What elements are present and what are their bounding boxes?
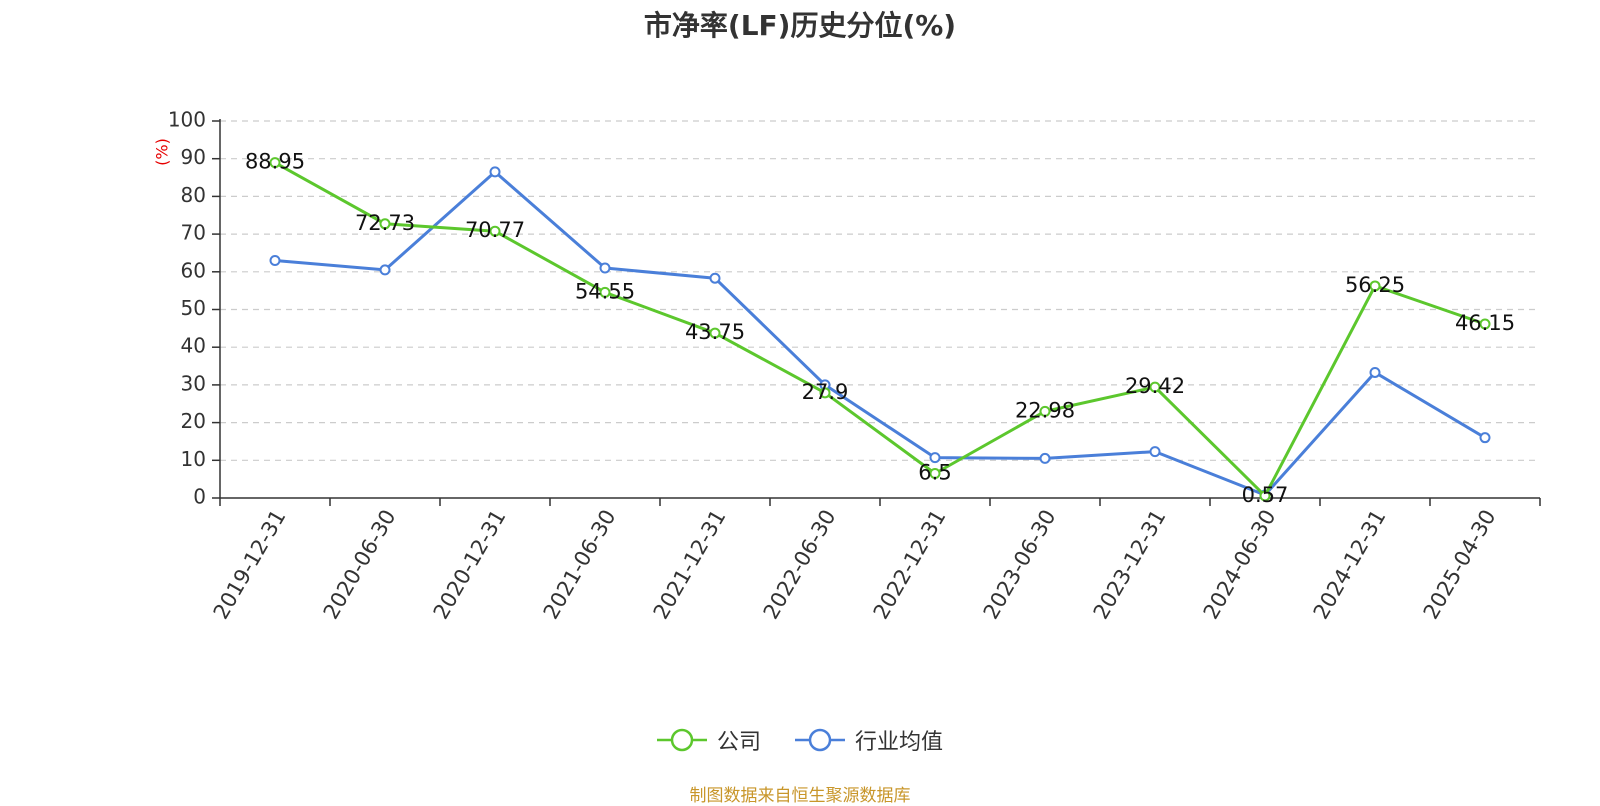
data-label: 27.9: [802, 380, 849, 404]
x-tick-label: 2023-12-31: [1089, 506, 1171, 624]
data-point: [269, 254, 281, 266]
data-point: [489, 225, 501, 237]
data-label: 54.55: [575, 279, 635, 303]
legend-label: 公司: [716, 730, 761, 755]
y-tick-label: 90: [181, 145, 206, 169]
series-line-行业均值: [274, 170, 1486, 497]
legend-item[interactable]: 公司: [656, 724, 761, 756]
legend-label: 行业均值: [855, 730, 944, 755]
data-point: [489, 166, 501, 178]
data-point: [819, 387, 831, 399]
data-label: 56.25: [1345, 273, 1405, 297]
data-label-layer: 88.95 72.73 70.77 54.55 43.75 27.9 6.5 22.98 29.…: [245, 150, 1515, 507]
data-label: 0.57: [1242, 483, 1289, 507]
legend-marker-icon: [795, 728, 845, 752]
y-tick-label: 20: [181, 409, 206, 433]
data-label: 29.42: [1125, 374, 1185, 398]
y-tick-label: 40: [181, 334, 206, 358]
data-point: [269, 157, 281, 169]
data-point: [709, 272, 721, 284]
data-label: 88.95: [245, 150, 305, 174]
x-tick-label: 2023-06-30: [979, 506, 1061, 624]
data-point: [1479, 318, 1491, 330]
data-point: [1039, 452, 1051, 464]
y-tick-label: 70: [181, 221, 206, 245]
data-point: [1369, 366, 1381, 378]
y-tick-label: 100: [168, 108, 206, 132]
data-point: [599, 262, 611, 274]
data-label: 70.77: [465, 218, 525, 242]
series-layer: [269, 157, 1491, 502]
data-point: [1149, 381, 1161, 393]
data-point: [1039, 405, 1051, 417]
y-axis-label: (%): [153, 138, 172, 166]
y-tick-label: 60: [181, 258, 206, 282]
data-point: [1479, 432, 1491, 444]
x-tick-label: 2024-12-31: [1309, 506, 1391, 624]
x-tick-label: 2021-12-31: [649, 506, 731, 624]
x-tick-label: 2025-04-30: [1419, 506, 1501, 624]
x-tick-label: 2022-06-30: [759, 506, 841, 624]
data-point: [599, 286, 611, 298]
data-point: [929, 467, 941, 479]
data-point: [1259, 490, 1271, 502]
source-note: 制图数据来自恒生聚源数据库: [689, 786, 911, 806]
x-tick-label: 2024-06-30: [1199, 506, 1281, 624]
y-tick-label: 10: [181, 447, 206, 471]
x-tick-label: 2020-12-31: [429, 506, 511, 624]
legend: 公司 行业均值: [0, 722, 1600, 758]
data-point: [1149, 446, 1161, 458]
x-tick-label: 2019-12-31: [209, 506, 291, 624]
data-label: 22.98: [1015, 398, 1075, 422]
data-label: 46.15: [1455, 311, 1515, 335]
x-tick-label: 2022-12-31: [869, 506, 951, 624]
y-tick-label: 50: [181, 296, 206, 320]
data-point: [1369, 280, 1381, 292]
y-tick-label: 30: [181, 371, 206, 395]
data-point: [709, 327, 721, 339]
data-label: 72.73: [355, 211, 415, 235]
series-line-公司: [274, 161, 1486, 498]
data-label: 6.5: [918, 460, 951, 484]
x-tick-label: 2020-06-30: [319, 506, 401, 624]
data-point: [379, 218, 391, 230]
data-point: [929, 452, 941, 464]
data-label: 43.75: [685, 320, 745, 344]
y-tick-label: 80: [181, 183, 206, 207]
chart-title: 市净率(LF)历史分位(%): [643, 9, 957, 42]
data-point: [379, 264, 391, 276]
legend-item[interactable]: 行业均值: [795, 724, 943, 756]
y-tick-label: 0: [193, 485, 206, 509]
x-tick-label: 2021-06-30: [539, 506, 621, 624]
legend-marker-icon: [656, 728, 707, 752]
